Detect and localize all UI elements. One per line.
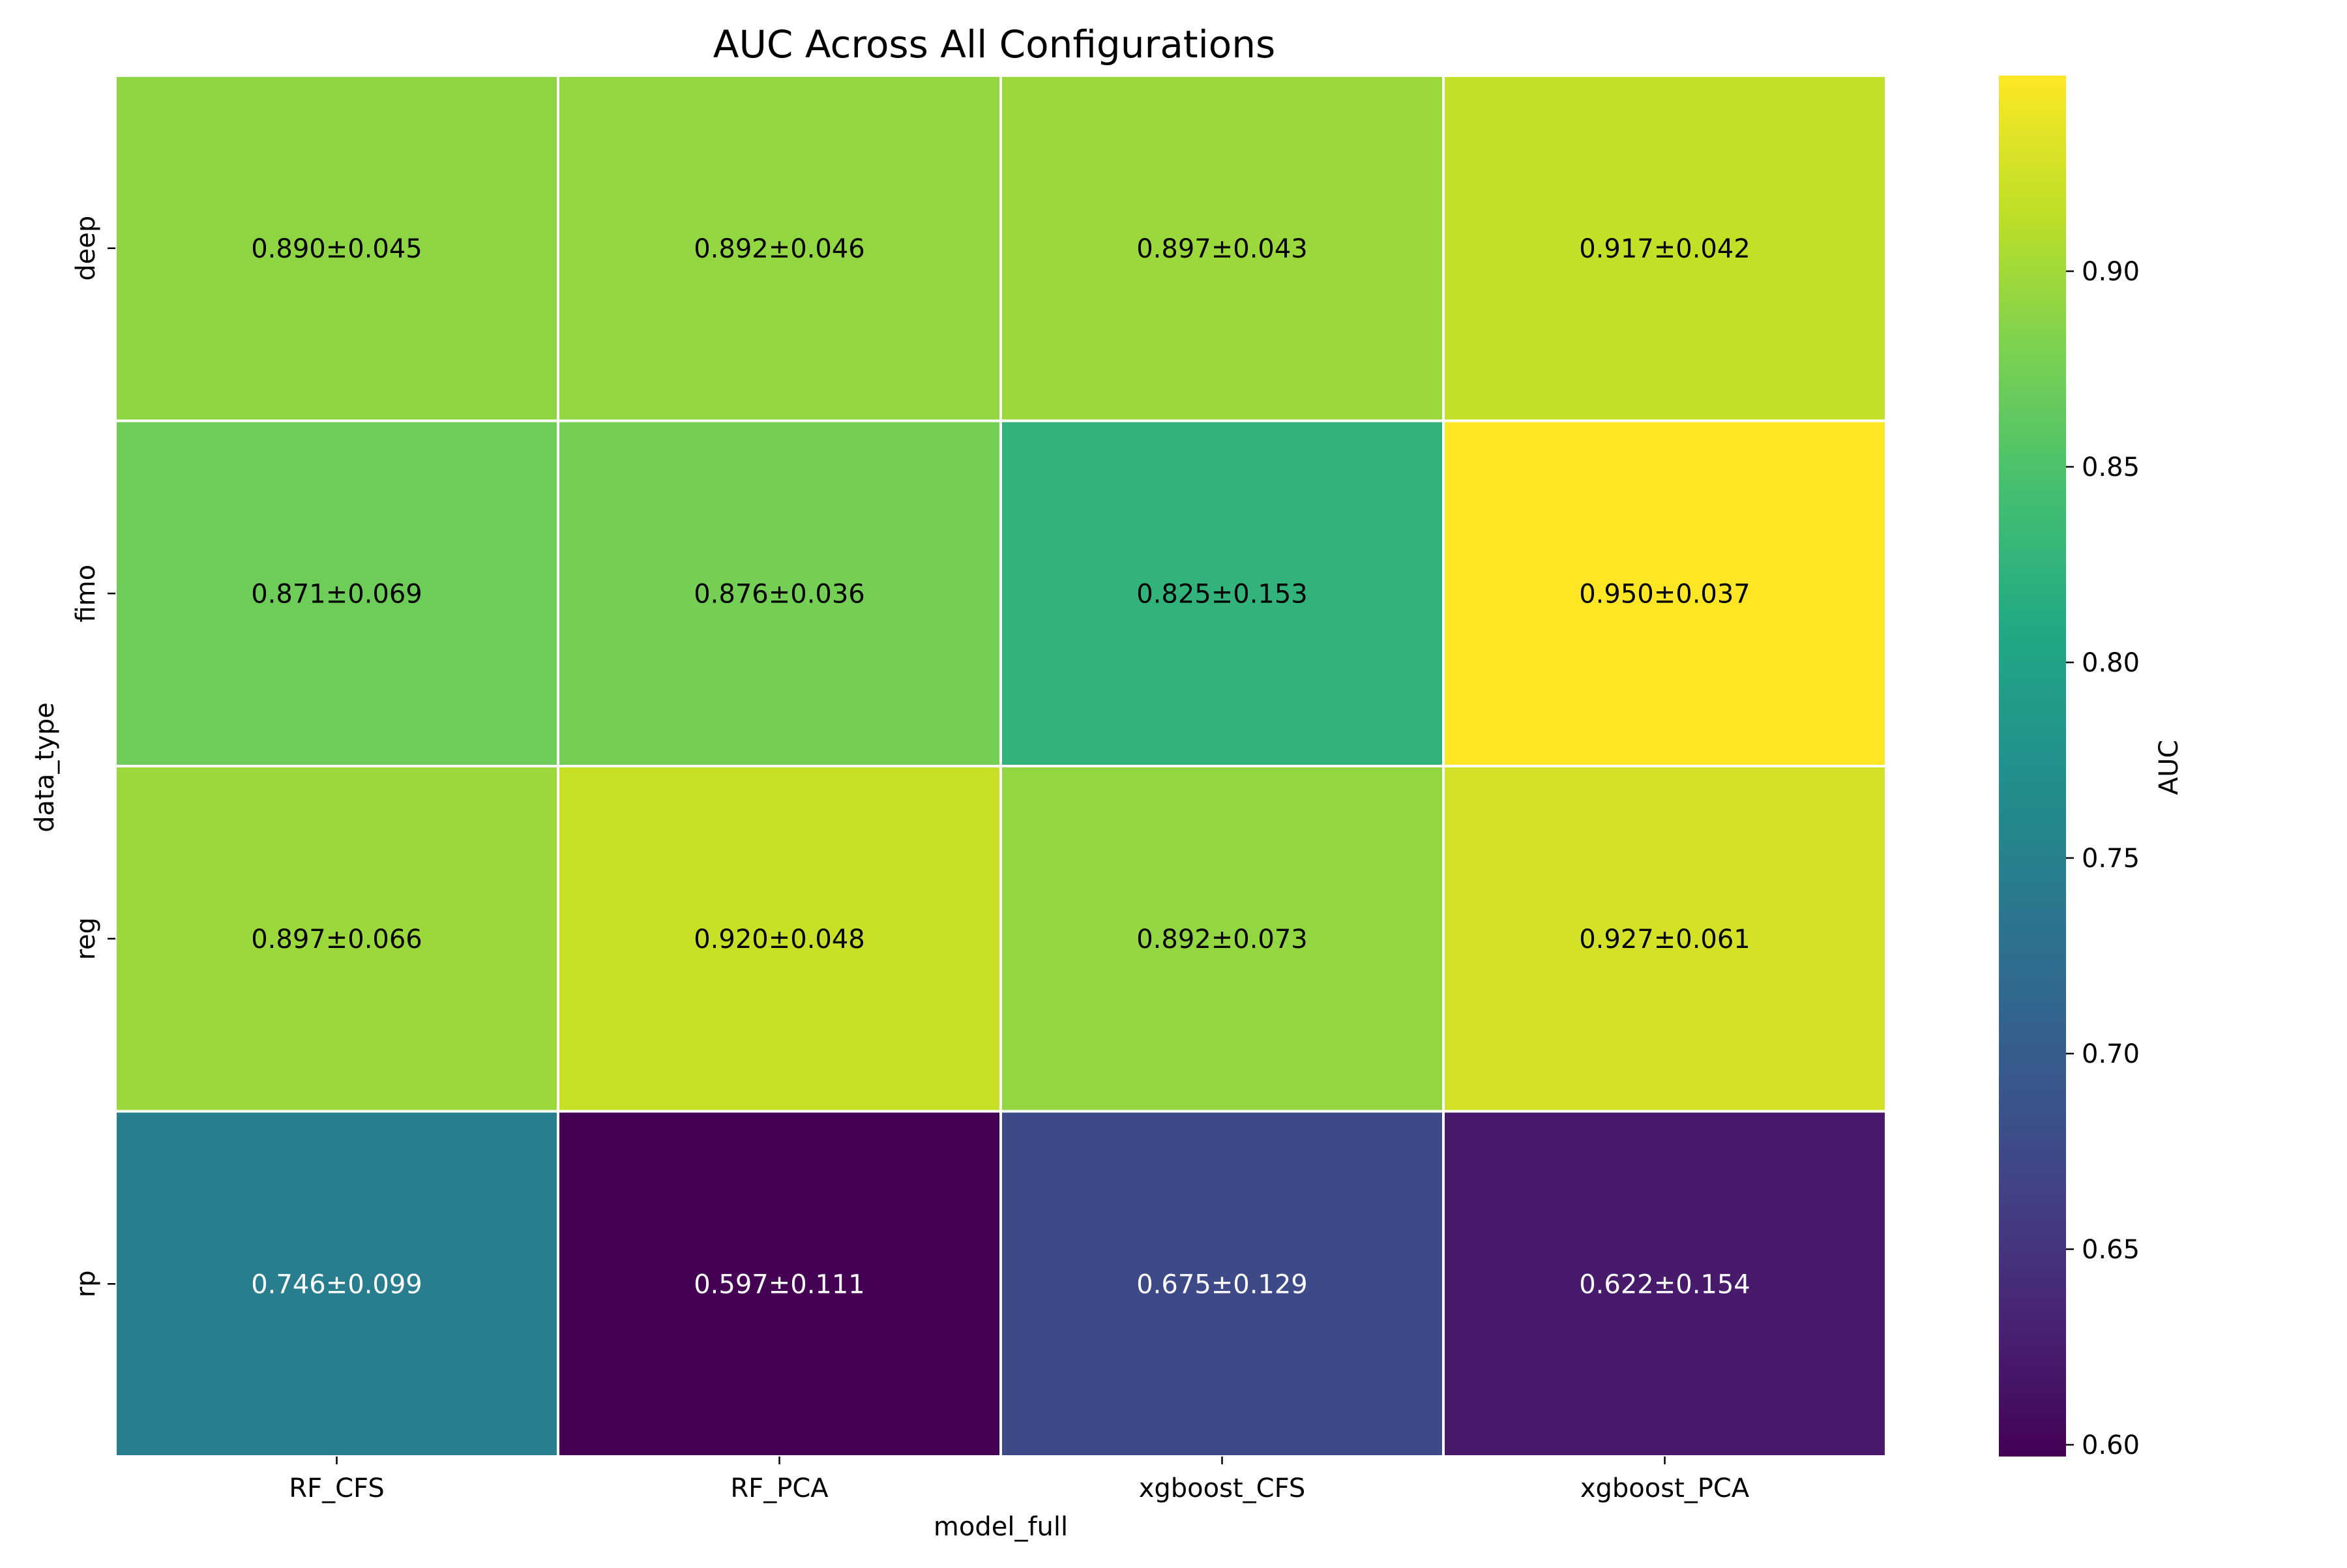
- cell-value-label: 0.746±0.099: [251, 1269, 422, 1299]
- y-axis: deep fimo reg rp: [71, 216, 115, 1297]
- cell-value-label: 0.876±0.036: [694, 579, 865, 609]
- heatmap-cell: [114, 1110, 559, 1458]
- heatmap-cell: [557, 1110, 1002, 1458]
- y-tick-label: rp: [71, 1270, 101, 1297]
- cell-value-label: 0.892±0.046: [694, 234, 865, 264]
- y-tick-label: fimo: [71, 565, 101, 623]
- colorbar: 0.60 0.65 0.70 0.75 0.80 0.85 0.90: [1999, 76, 2140, 1460]
- colorbar-tick-label: 0.80: [2082, 648, 2140, 678]
- colorbar-tick-label: 0.75: [2082, 844, 2140, 874]
- heatmap-cell: [999, 74, 1445, 422]
- colorbar-gradient: [1999, 76, 2066, 1457]
- heatmap-cells: [114, 74, 1887, 1458]
- heatmap-cell: [1442, 1110, 1887, 1458]
- heatmap-cell: [1442, 765, 1887, 1113]
- cell-value-label: 0.927±0.061: [1579, 925, 1750, 954]
- heatmap-cell: [1442, 74, 1887, 422]
- y-axis-label: data_type: [30, 702, 60, 832]
- chart-title: AUC Across All Configurations: [713, 22, 1275, 67]
- cell-value-label: 0.897±0.043: [1136, 234, 1308, 264]
- cell-value-label: 0.825±0.153: [1136, 579, 1308, 609]
- heatmap-cell: [999, 1110, 1445, 1458]
- cell-value-label: 0.917±0.042: [1579, 234, 1750, 264]
- cell-value-labels: 0.890±0.045 0.892±0.046 0.897±0.043 0.917±0…: [251, 234, 1750, 1300]
- heatmap-cell: [1442, 419, 1887, 767]
- y-tick-label: reg: [71, 917, 101, 960]
- colorbar-tick-label: 0.90: [2082, 257, 2140, 287]
- x-axis-label: model_full: [934, 1512, 1068, 1542]
- cell-value-label: 0.950±0.037: [1579, 579, 1750, 609]
- heatmap-cell: [999, 419, 1445, 767]
- cell-value-label: 0.871±0.069: [251, 579, 422, 609]
- cell-value-label: 0.675±0.129: [1136, 1269, 1308, 1299]
- heatmap-cell: [114, 74, 559, 422]
- x-axis: RF_CFS RF_PCA xgboost_CFS xgboost_PCA: [289, 1457, 1750, 1503]
- y-tick-label: deep: [71, 216, 101, 281]
- colorbar-tick-label: 0.70: [2082, 1039, 2140, 1069]
- colorbar-tick-label: 0.85: [2082, 452, 2140, 482]
- heatmap-cell: [557, 765, 1002, 1113]
- x-tick-label: RF_CFS: [289, 1473, 384, 1503]
- cell-value-label: 0.897±0.066: [251, 925, 422, 954]
- colorbar-tick-label: 0.65: [2082, 1235, 2140, 1265]
- heatmap-cell: [557, 74, 1002, 422]
- x-tick-label: xgboost_PCA: [1580, 1473, 1750, 1503]
- cell-value-label: 0.920±0.048: [694, 925, 865, 954]
- colorbar-label: AUC: [2154, 740, 2184, 795]
- x-tick-label: xgboost_CFS: [1139, 1473, 1306, 1503]
- cell-value-label: 0.622±0.154: [1579, 1269, 1750, 1299]
- colorbar-tick-label: 0.60: [2082, 1430, 2140, 1460]
- cell-value-label: 0.890±0.045: [251, 234, 422, 264]
- cell-value-label: 0.597±0.111: [694, 1269, 865, 1299]
- cell-value-label: 0.892±0.073: [1136, 925, 1308, 954]
- x-tick-label: RF_PCA: [730, 1473, 829, 1503]
